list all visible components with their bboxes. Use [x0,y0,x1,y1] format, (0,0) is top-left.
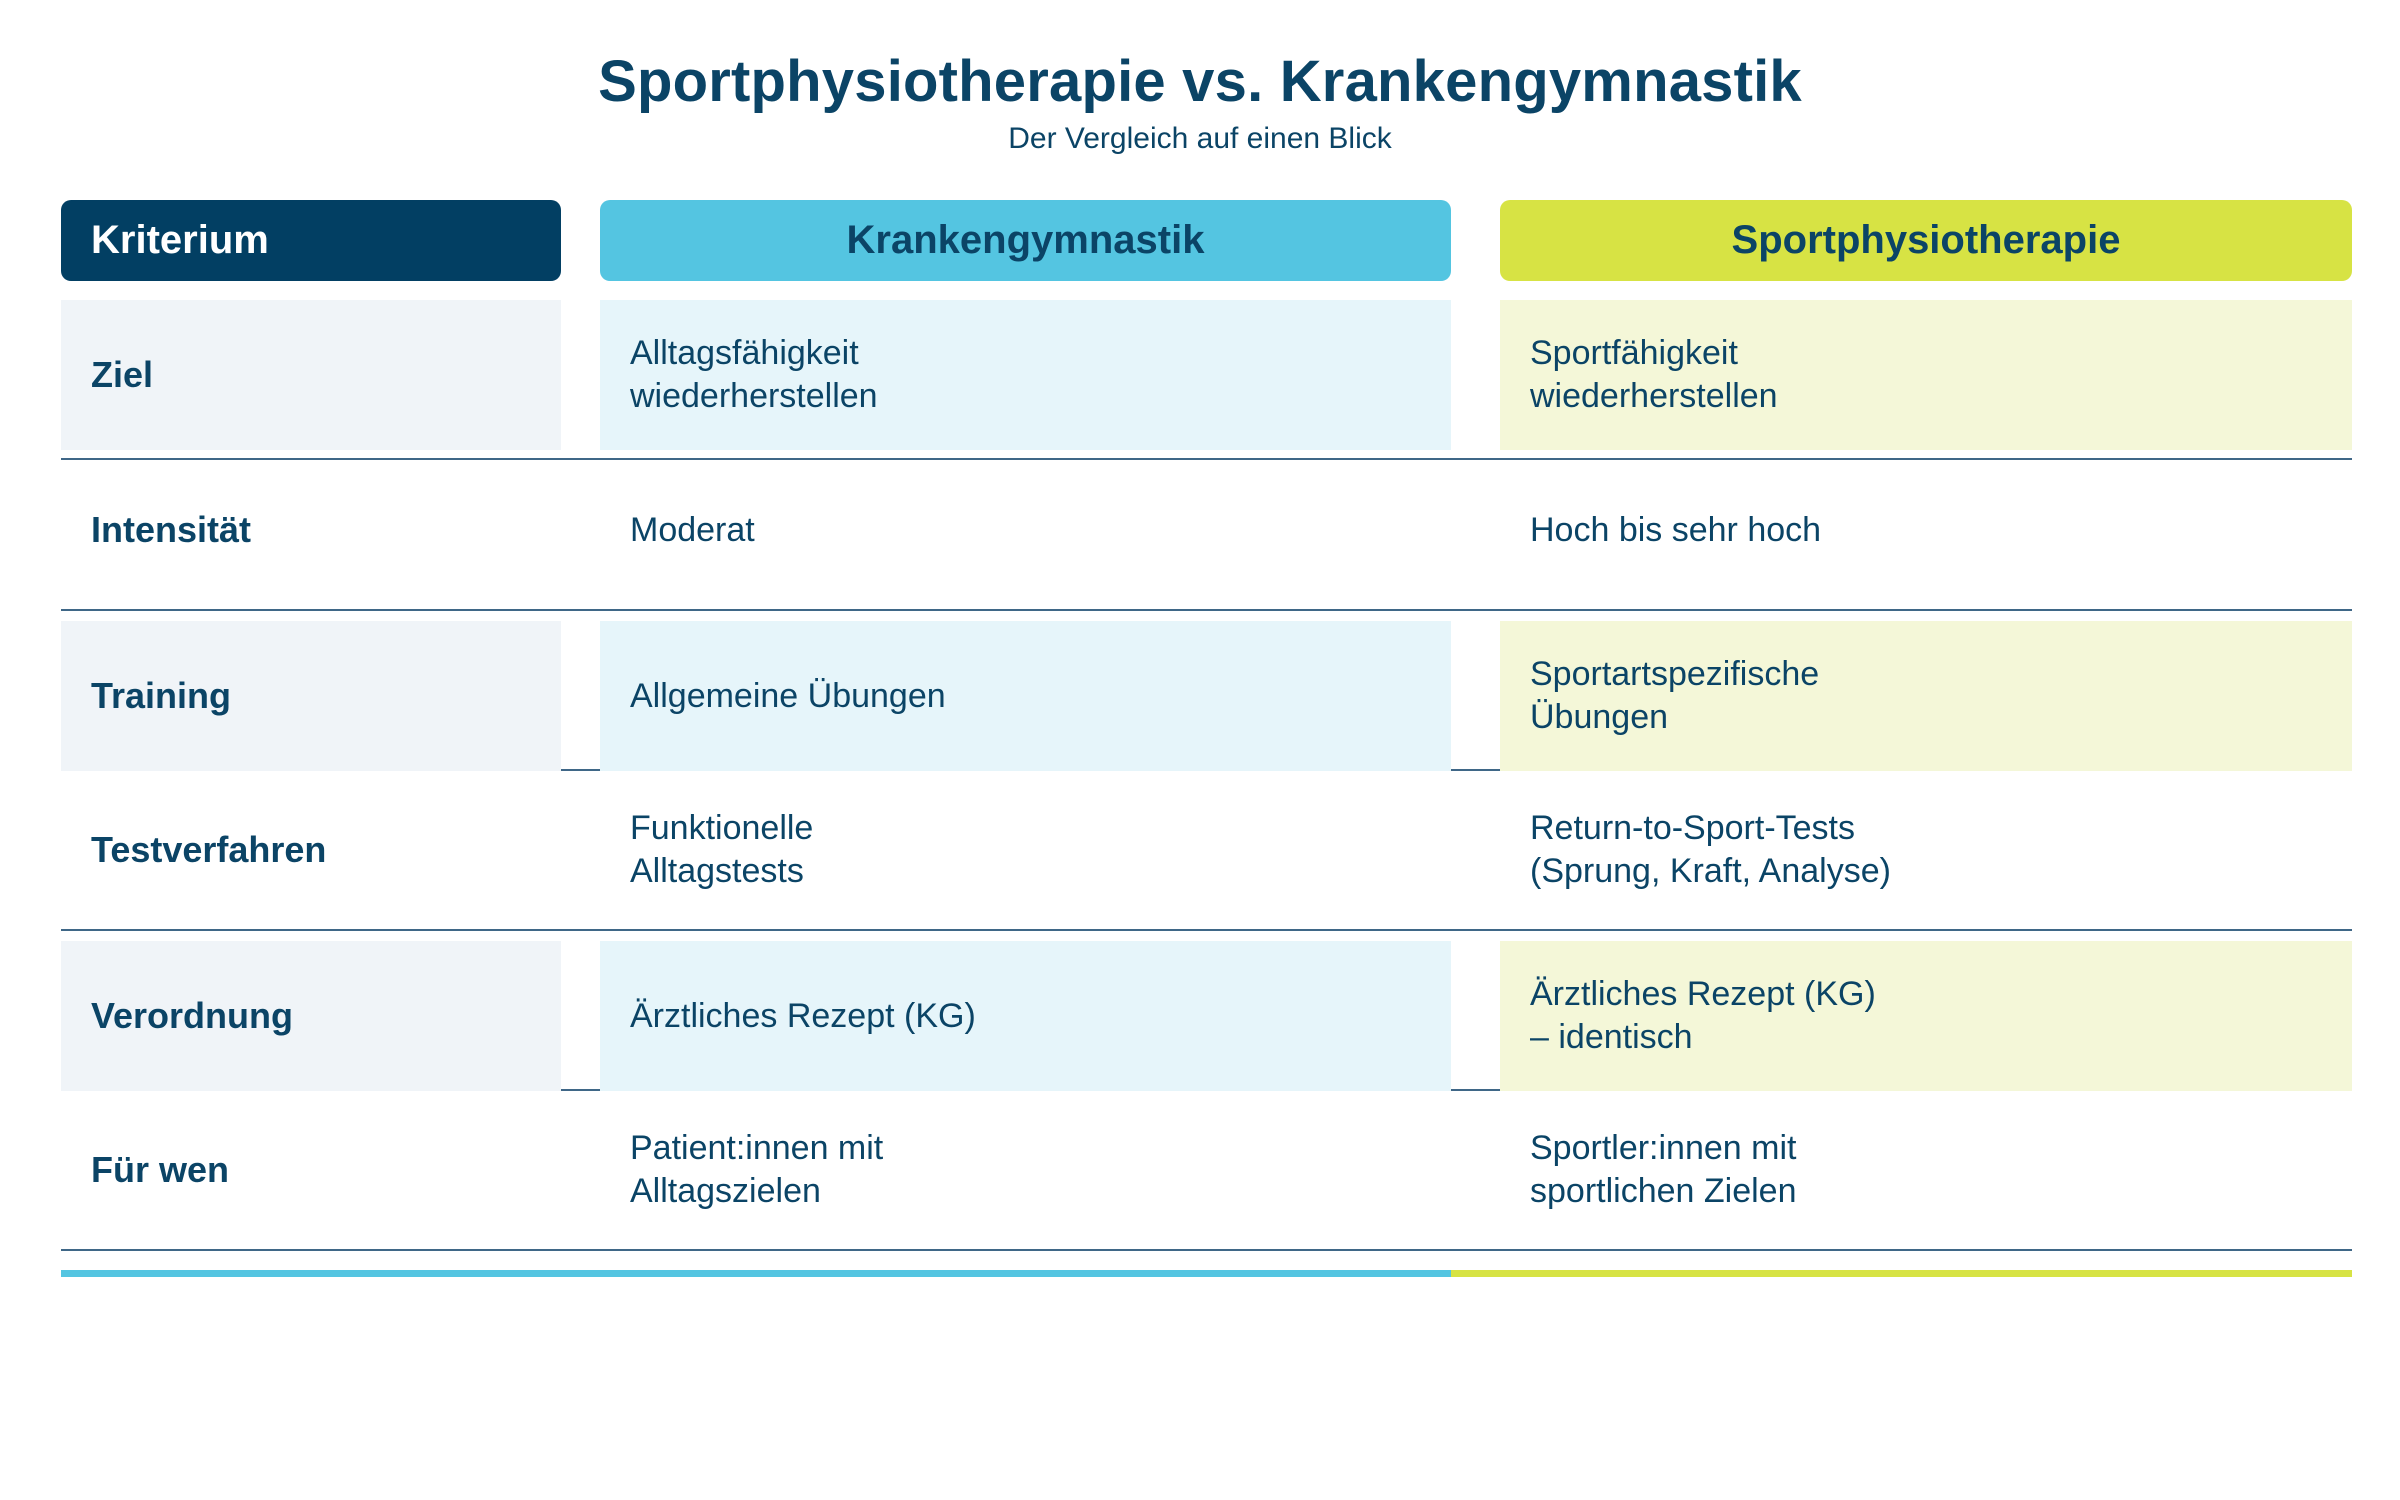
accent-bar-sportphysiotherapie [1451,1270,2352,1277]
cell-line: Sportartspezifische [1530,655,1820,693]
krankengymnastik-cell: Ärztliches Rezept (KG) [600,941,1451,1091]
page-subtitle: Der Vergleich auf einen Blick [1008,122,1392,155]
cell-line: Patient:innen mit [630,1129,884,1167]
sportphysiotherapie-cell: Sportartspezifische Übungen [1500,621,2352,771]
criterion-cell: Verordnung [61,941,561,1091]
criterion-cell: Für wen [91,1149,230,1190]
table-row-intensitaet: Intensität Moderat Hoch bis sehr hoch [61,451,2352,611]
krankengymnastik-cell: Alltagsfähigkeit wiederherstellen [600,300,1451,450]
cell-line: wiederherstellen [630,377,878,415]
cell-line: Sportfähigkeit [1530,334,1738,372]
table-row-ziel: Ziel Alltagsfähigkeit wiederherstellen S… [61,300,2352,460]
cell-line: Hoch bis sehr hoch [1530,510,1822,549]
krankengymnastik-cell: Allgemeine Übungen [600,621,1451,771]
criterion-cell: Testverfahren [91,829,327,870]
column-header-sportphysiotherapie: Sportphysiotherapie [1500,200,2352,281]
krankengymnastik-cell: Funktionelle Alltagstests [600,771,1451,929]
cell-line: (Sprung, Kraft, Analyse) [1530,852,1891,890]
sportphysiotherapie-cell: Return-to-Sport-Tests (Sprung, Kraft, An… [1500,771,2352,929]
cell-line: Alltagsfähigkeit [630,334,859,372]
table-row-training: Training Allgemeine Übungen Sportartspez… [61,611,2352,771]
cell-line: – identisch [1530,1018,1693,1056]
sportphysiotherapie-cell: Sportler:innen mit sportlichen Zielen [1500,1091,2352,1249]
criterion-cell: Training [61,621,561,771]
column-header-krankengymnastik: Krankengymnastik [600,200,1451,281]
criterion-cell: Intensität [91,509,252,550]
cell-line: Ärztliches Rezept (KG) [1530,975,1876,1013]
cell-line: Funktionelle [630,809,814,847]
cell-line: Alltagszielen [630,1172,821,1210]
sportphysiotherapie-cell: Sportfähigkeit wiederherstellen [1500,300,2352,450]
criterion-cell: Ziel [61,300,561,450]
sportphysiotherapie-cell: Hoch bis sehr hoch [1500,451,2352,609]
cell-line: Moderat [630,510,755,549]
table-row-testverfahren: Testverfahren Funktionelle Alltagstests … [61,771,2352,931]
cell-line: Sportler:innen mit [1530,1129,1797,1167]
column-header-kriterium: Kriterium [61,200,561,281]
cell-line: wiederherstellen [1530,377,1778,415]
sportphysiotherapie-cell: Ärztliches Rezept (KG) – identisch [1500,941,2352,1091]
cell-line: Übungen [1530,698,1669,736]
accent-bar-krankengymnastik [61,1270,1451,1277]
table-row-fuer-wen: Für wen Patient:innen mit Alltagszielen … [61,1091,2352,1251]
cell-line: Allgemeine Übungen [630,676,946,715]
table-row-verordnung: Verordnung Ärztliches Rezept (KG) Ärztli… [61,931,2352,1091]
cell-line: Return-to-Sport-Tests [1530,809,1855,847]
cell-line: Ärztliches Rezept (KG) [630,996,976,1035]
page-title: Sportphysiotherapie vs. Krankengymnastik [598,49,1802,114]
cell-line: sportlichen Zielen [1530,1172,1797,1210]
cell-line: Alltagstests [630,852,804,890]
krankengymnastik-cell: Patient:innen mit Alltagszielen [600,1091,1451,1249]
krankengymnastik-cell: Moderat [600,451,1451,609]
